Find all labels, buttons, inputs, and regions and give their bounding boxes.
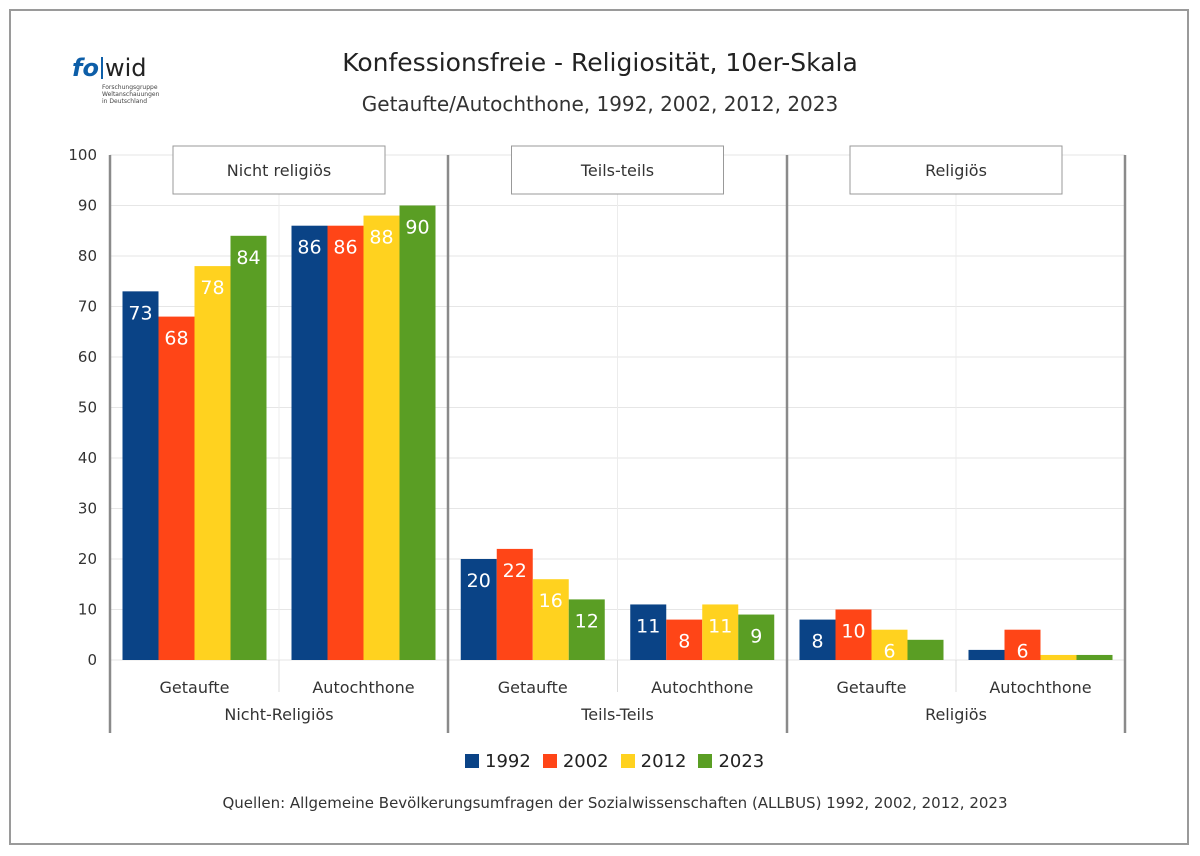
panel-group-label: Teils-Teils xyxy=(580,705,654,724)
panel-header-box xyxy=(849,145,1063,195)
bar-2012-getaufte xyxy=(871,629,908,660)
category-label: Getaufte xyxy=(160,678,230,697)
legend-label: 1992 xyxy=(485,750,531,772)
legend-label: 2023 xyxy=(718,750,765,772)
bar-2023-getaufte xyxy=(230,235,267,661)
bar-1992-autochthone xyxy=(630,604,667,660)
bar-2023-autochthone xyxy=(1076,654,1113,660)
bar-value-label: 8 xyxy=(678,631,690,653)
chart-source: Quellen: Allgemeine Bevölkerungsumfragen… xyxy=(222,794,1008,812)
legend-label: 2012 xyxy=(640,750,687,772)
category-label: Autochthone xyxy=(989,678,1091,697)
bar-1992-getaufte xyxy=(460,559,497,660)
legend-item: 2002 xyxy=(542,750,609,772)
category-label: Getaufte xyxy=(498,678,568,697)
bar-2012-getaufte xyxy=(532,579,569,660)
bar-value-label: 20 xyxy=(467,570,491,592)
bar-value-label: 16 xyxy=(539,590,563,612)
logo-tagline-line: Forschungsgruppe xyxy=(102,84,158,91)
bar-1992-getaufte xyxy=(799,619,836,660)
bar-2002-autochthone xyxy=(666,619,703,660)
bar-1992-autochthone xyxy=(968,649,1005,660)
legend-label: 2002 xyxy=(562,750,609,772)
bar-value-label: 8 xyxy=(811,631,823,653)
bar-value-label: 12 xyxy=(575,610,599,632)
y-tick-label: 60 xyxy=(78,348,97,366)
panel-header-box xyxy=(172,145,386,195)
legend-item: 2012 xyxy=(620,750,687,772)
bar-2023-autochthone xyxy=(399,205,436,660)
panel-header-label: Teils-teils xyxy=(580,161,654,180)
logo-divider xyxy=(100,57,103,79)
chart-title: Konfessionsfreie - Religiosität, 10er-Sk… xyxy=(342,48,858,77)
bar-value-label: 11 xyxy=(708,615,732,637)
bar-value-label: 86 xyxy=(297,237,321,259)
panel-header-label: Nicht religiös xyxy=(227,161,331,180)
category-label: Autochthone xyxy=(312,678,414,697)
y-tick-label: 30 xyxy=(78,500,97,518)
fowid-logo: fo wid Forschungsgruppe Weltanschauungen … xyxy=(72,54,192,114)
y-tick-label: 70 xyxy=(78,298,97,316)
bar-2023-getaufte xyxy=(568,599,605,660)
bar-value-label: 88 xyxy=(369,227,393,249)
legend-swatch xyxy=(620,754,635,768)
y-tick-label: 0 xyxy=(87,651,97,669)
logo-tagline: Forschungsgruppe Weltanschauungen in Deu… xyxy=(102,84,192,105)
logo-wordmark: fo wid xyxy=(72,54,146,82)
bar-value-label: 11 xyxy=(636,615,660,637)
bar-value-label: 86 xyxy=(333,237,357,259)
y-tick-label: 40 xyxy=(78,449,97,467)
bar-2002-getaufte xyxy=(158,316,195,660)
bar-value-label: 78 xyxy=(200,277,224,299)
bar-value-label: 73 xyxy=(128,302,152,324)
panel-header-box xyxy=(511,145,724,195)
panel-group-label: Nicht-Religiös xyxy=(224,705,333,724)
bar-value-label: 10 xyxy=(841,621,865,643)
bar-value-label: 84 xyxy=(236,247,260,269)
y-tick-label: 100 xyxy=(68,146,97,164)
bar-2002-autochthone xyxy=(327,225,364,660)
bar-2012-autochthone xyxy=(363,215,400,660)
y-tick-label: 50 xyxy=(78,399,97,417)
y-tick-label: 80 xyxy=(78,247,97,265)
bar-value-label: 9 xyxy=(750,626,762,648)
bar-2023-getaufte xyxy=(907,639,944,660)
legend-swatch xyxy=(698,754,713,768)
bar-2012-autochthone xyxy=(702,604,739,660)
bar-value-label: 22 xyxy=(503,560,527,582)
logo-tagline-line: Weltanschauungen xyxy=(102,91,160,98)
legend-swatch xyxy=(465,754,479,768)
bar-1992-autochthone xyxy=(291,225,328,660)
y-tick-label: 10 xyxy=(78,601,97,619)
bar-2002-getaufte xyxy=(835,609,872,660)
bar-2002-getaufte xyxy=(496,548,533,660)
chart-legend: 1992 2002 2012 2023 xyxy=(465,748,776,774)
category-label: Getaufte xyxy=(837,678,907,697)
logo-wid: wid xyxy=(104,54,147,82)
panel-group-label: Religiös xyxy=(925,705,987,724)
bar-value-label: 68 xyxy=(164,328,188,350)
bar-1992-getaufte xyxy=(122,291,159,660)
bar-2023-autochthone xyxy=(738,614,775,660)
chart-subtitle: Getaufte/Autochthone, 1992, 2002, 2012, … xyxy=(361,92,839,116)
legend-item: 1992 xyxy=(465,751,531,772)
y-tick-label: 20 xyxy=(78,550,97,568)
bar-2002-autochthone xyxy=(1004,629,1041,660)
category-label: Autochthone xyxy=(651,678,753,697)
bar-value-label: 90 xyxy=(405,217,429,239)
logo-tagline-line: in Deutschland xyxy=(102,98,148,105)
legend-item: 2023 xyxy=(698,751,764,772)
y-tick-label: 90 xyxy=(78,197,97,215)
bar-value-label: 6 xyxy=(883,641,895,663)
bar-value-label: 6 xyxy=(1016,641,1028,663)
bar-2012-getaufte xyxy=(194,266,231,660)
logo-fo: fo xyxy=(72,54,99,82)
legend-swatch xyxy=(542,754,557,768)
bar-2012-autochthone xyxy=(1040,654,1077,660)
panel-header-label: Religiös xyxy=(925,161,987,180)
